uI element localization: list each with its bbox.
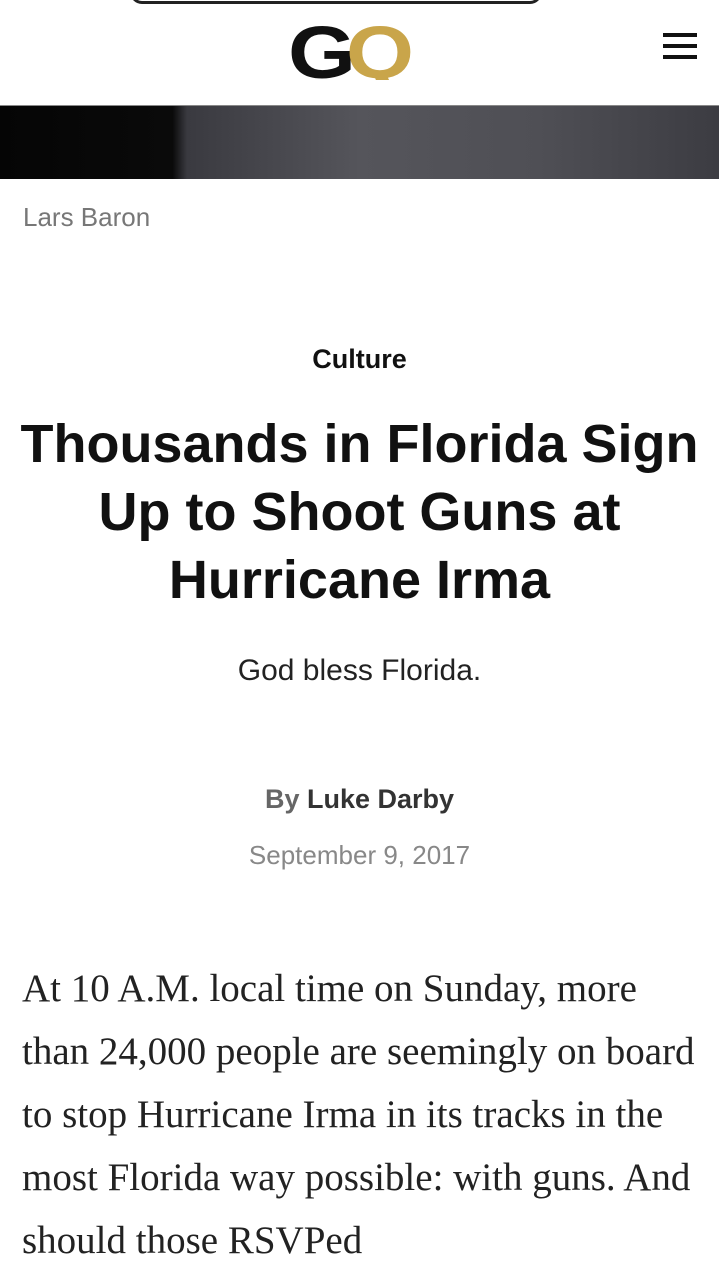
- svg-text:Q: Q: [346, 20, 414, 80]
- svg-text:G: G: [288, 20, 356, 80]
- browser-address-pill: [130, 0, 542, 4]
- photo-credit: Lars Baron: [23, 202, 151, 232]
- site-header: G Q: [0, 0, 719, 104]
- byline: By Luke Darby: [0, 784, 719, 815]
- byline-prefix: By: [264, 784, 300, 814]
- gq-logo[interactable]: G Q: [288, 20, 416, 80]
- article-subtitle: God bless Florida.: [237, 654, 482, 687]
- category-link[interactable]: Culture: [312, 344, 407, 374]
- hero-image: [0, 105, 719, 179]
- article-body: At 10 A.M. local time on Sunday, more th…: [22, 967, 695, 1262]
- article-title: Thousands in Florida Sign Up to Shoot Gu…: [20, 414, 699, 610]
- publish-date: September 9, 2017: [248, 840, 471, 870]
- hamburger-icon[interactable]: [663, 33, 697, 59]
- author-link[interactable]: Luke Darby: [306, 784, 455, 814]
